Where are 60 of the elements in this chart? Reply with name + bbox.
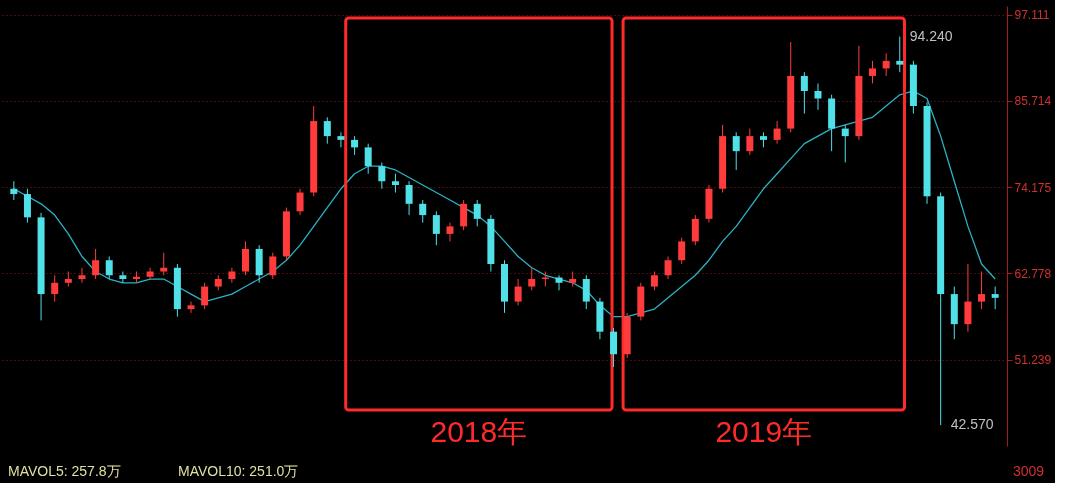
- text: MAVOL5: 257.8万: [8, 463, 121, 479]
- candlestick: [119, 271, 127, 284]
- candlestick: [10, 180, 18, 201]
- candlestick: [351, 135, 359, 156]
- candlestick: [869, 60, 877, 84]
- y-tick-label: 97.111: [1014, 8, 1050, 23]
- candlestick: [405, 180, 413, 216]
- candlestick: [323, 116, 331, 145]
- candlestick: [78, 267, 86, 284]
- candlestick: [228, 267, 236, 284]
- candlestick: [187, 301, 195, 314]
- candlestick: [732, 131, 740, 171]
- candlestick: [841, 124, 849, 163]
- y-tick-label: 51.239: [1014, 353, 1052, 368]
- candlestick: [610, 327, 618, 368]
- candlestick: [432, 210, 440, 246]
- annotation: 2018年: [430, 415, 528, 448]
- candlestick: [269, 252, 277, 280]
- candlestick: [92, 248, 100, 280]
- candlestick: [364, 143, 372, 175]
- y-tick-label: 74.175: [1014, 180, 1052, 195]
- candlestick: [105, 255, 113, 280]
- candlestick: [691, 214, 699, 246]
- candlestick: [160, 252, 168, 276]
- candlestick: [419, 199, 427, 224]
- y-tick-label: 85.714: [1014, 94, 1052, 109]
- candlestick: [991, 286, 999, 310]
- candlestick: [555, 274, 563, 291]
- candlestick: [746, 128, 754, 156]
- candlestick: [23, 188, 31, 224]
- candlestick: [800, 71, 808, 115]
- y-tick-label: 62.778: [1014, 266, 1052, 281]
- candlestick: [896, 36, 904, 73]
- candlestick: [378, 161, 386, 190]
- candlestick: [814, 82, 822, 111]
- candlestick: [678, 237, 686, 265]
- candlestick: [296, 188, 304, 216]
- candlestick: [514, 278, 522, 306]
- annotation: 94.240: [909, 27, 953, 44]
- text: 3009: [1013, 463, 1045, 479]
- candlestick: [446, 222, 454, 242]
- annotation: 42.570: [950, 416, 994, 433]
- candlestick: [528, 267, 536, 291]
- candlestick: [201, 282, 209, 310]
- candlestick: [460, 199, 468, 231]
- candlestick: [242, 240, 250, 276]
- candlestick: [51, 274, 59, 303]
- candlestick: [664, 255, 672, 280]
- candlestick: [650, 271, 658, 291]
- annotation: 2019年: [715, 415, 813, 448]
- candlestick: [882, 52, 890, 77]
- candlestick: [337, 131, 345, 148]
- candlestick: [964, 263, 972, 333]
- candlestick: [146, 267, 154, 280]
- candlestick: [391, 173, 399, 194]
- text: MAVOL10: 251.0万: [178, 463, 299, 479]
- candlestick: [978, 271, 986, 310]
- candlestick: [773, 120, 781, 145]
- candlestick: [473, 199, 481, 227]
- candlestick: [582, 274, 590, 310]
